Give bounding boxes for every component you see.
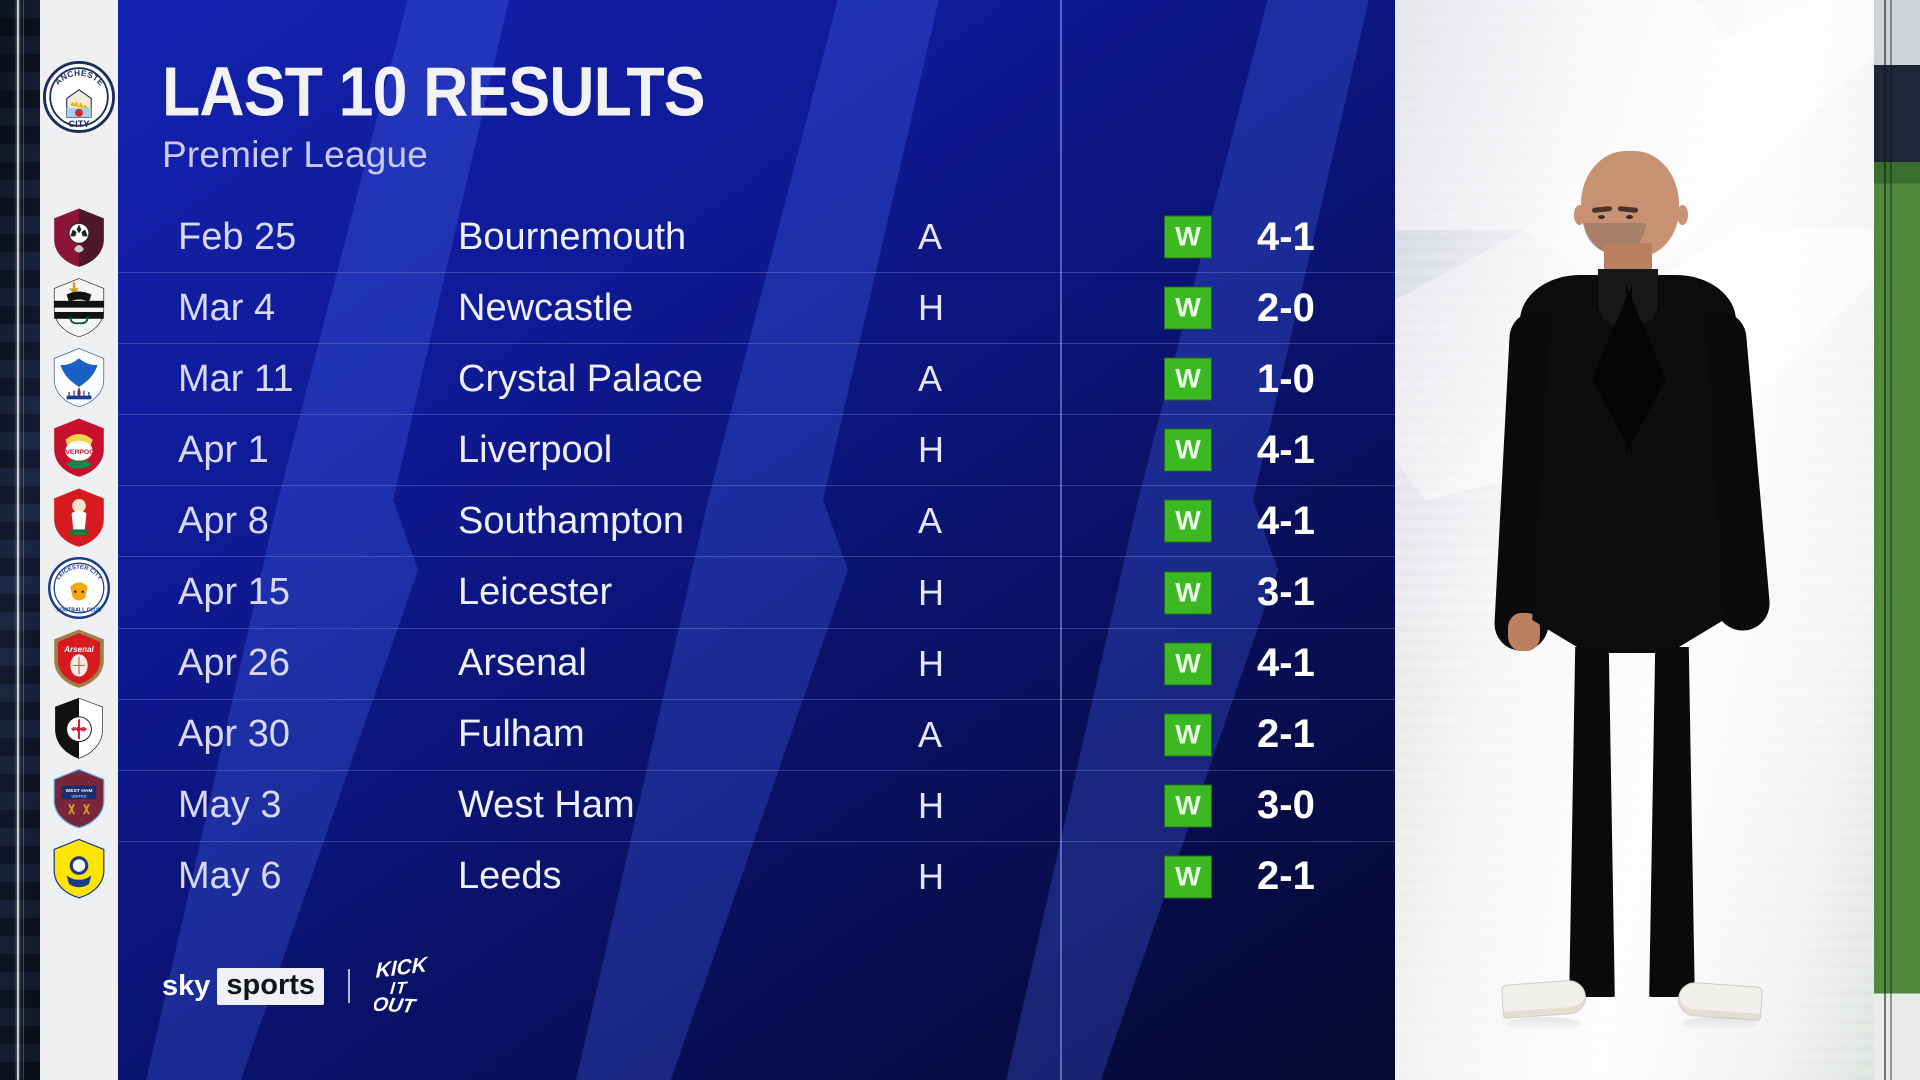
svg-text:FFC: FFC: [72, 726, 85, 733]
svg-text:Arsenal: Arsenal: [63, 644, 94, 653]
svg-text:CITY: CITY: [68, 119, 90, 129]
svg-text:FOOTBALL CLUB: FOOTBALL CLUB: [57, 607, 102, 613]
svg-text:UNITED: UNITED: [72, 793, 87, 798]
svg-text:LIVERPOOL: LIVERPOOL: [59, 449, 98, 456]
svg-text:OUT: OUT: [374, 994, 418, 1017]
